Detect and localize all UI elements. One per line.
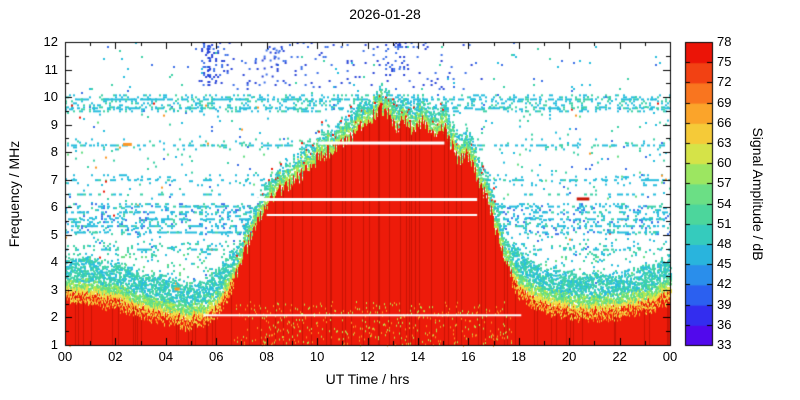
cbtick-label: 57 bbox=[717, 175, 732, 191]
ytick-label: 3 bbox=[50, 281, 58, 297]
ytick-label: 12 bbox=[43, 34, 58, 49]
cbtick-label: 48 bbox=[717, 236, 732, 251]
xtick-label: 22 bbox=[612, 349, 627, 364]
colorbar-label: Signal Amplitude / dB bbox=[750, 127, 766, 261]
ytick-label: 11 bbox=[44, 61, 59, 77]
cbtick-label: 54 bbox=[717, 195, 732, 211]
cbtick-label: 66 bbox=[717, 114, 732, 130]
xtick-label: 00 bbox=[57, 349, 73, 364]
xtick-label: 12 bbox=[360, 349, 375, 364]
cbtick-label: 63 bbox=[717, 135, 732, 150]
xtick-label: 00 bbox=[662, 349, 678, 364]
xtick-label: 10 bbox=[309, 349, 325, 364]
xtick-label: 16 bbox=[461, 349, 476, 364]
xtick-label: 06 bbox=[209, 349, 224, 364]
cbtick-label: 36 bbox=[717, 316, 732, 332]
cbtick-label: 51 bbox=[717, 215, 732, 231]
xtick-label: 14 bbox=[410, 349, 426, 364]
ytick-label: 9 bbox=[50, 116, 58, 132]
cbtick-label: 78 bbox=[717, 34, 732, 49]
ytick-label: 7 bbox=[50, 171, 58, 187]
cbtick-label: 75 bbox=[717, 54, 732, 70]
cbtick-label: 72 bbox=[717, 74, 732, 90]
cbtick-label: 45 bbox=[717, 256, 732, 272]
cbtick-label: 60 bbox=[717, 155, 732, 171]
chart-title: 2026-01-28 bbox=[349, 6, 421, 22]
cbtick-label: 33 bbox=[717, 337, 732, 352]
ytick-label: 5 bbox=[50, 226, 58, 242]
xtick-label: 08 bbox=[259, 349, 274, 364]
xtick-label: 20 bbox=[561, 349, 577, 364]
xtick-label: 04 bbox=[158, 349, 174, 364]
xtick-label: 02 bbox=[108, 349, 123, 364]
cbtick-label: 42 bbox=[717, 276, 732, 292]
ytick-label: 10 bbox=[43, 89, 58, 105]
xtick-label: 18 bbox=[511, 349, 526, 364]
ytick-label: 6 bbox=[50, 199, 58, 215]
ytick-label: 2 bbox=[50, 309, 58, 325]
x-axis-label: UT Time / hrs bbox=[325, 371, 410, 387]
ytick-label: 8 bbox=[50, 144, 58, 160]
ytick-label: 4 bbox=[50, 254, 58, 270]
cbtick-label: 39 bbox=[717, 296, 732, 312]
ytick-label: 1 bbox=[50, 337, 58, 352]
cbtick-label: 69 bbox=[717, 94, 732, 110]
